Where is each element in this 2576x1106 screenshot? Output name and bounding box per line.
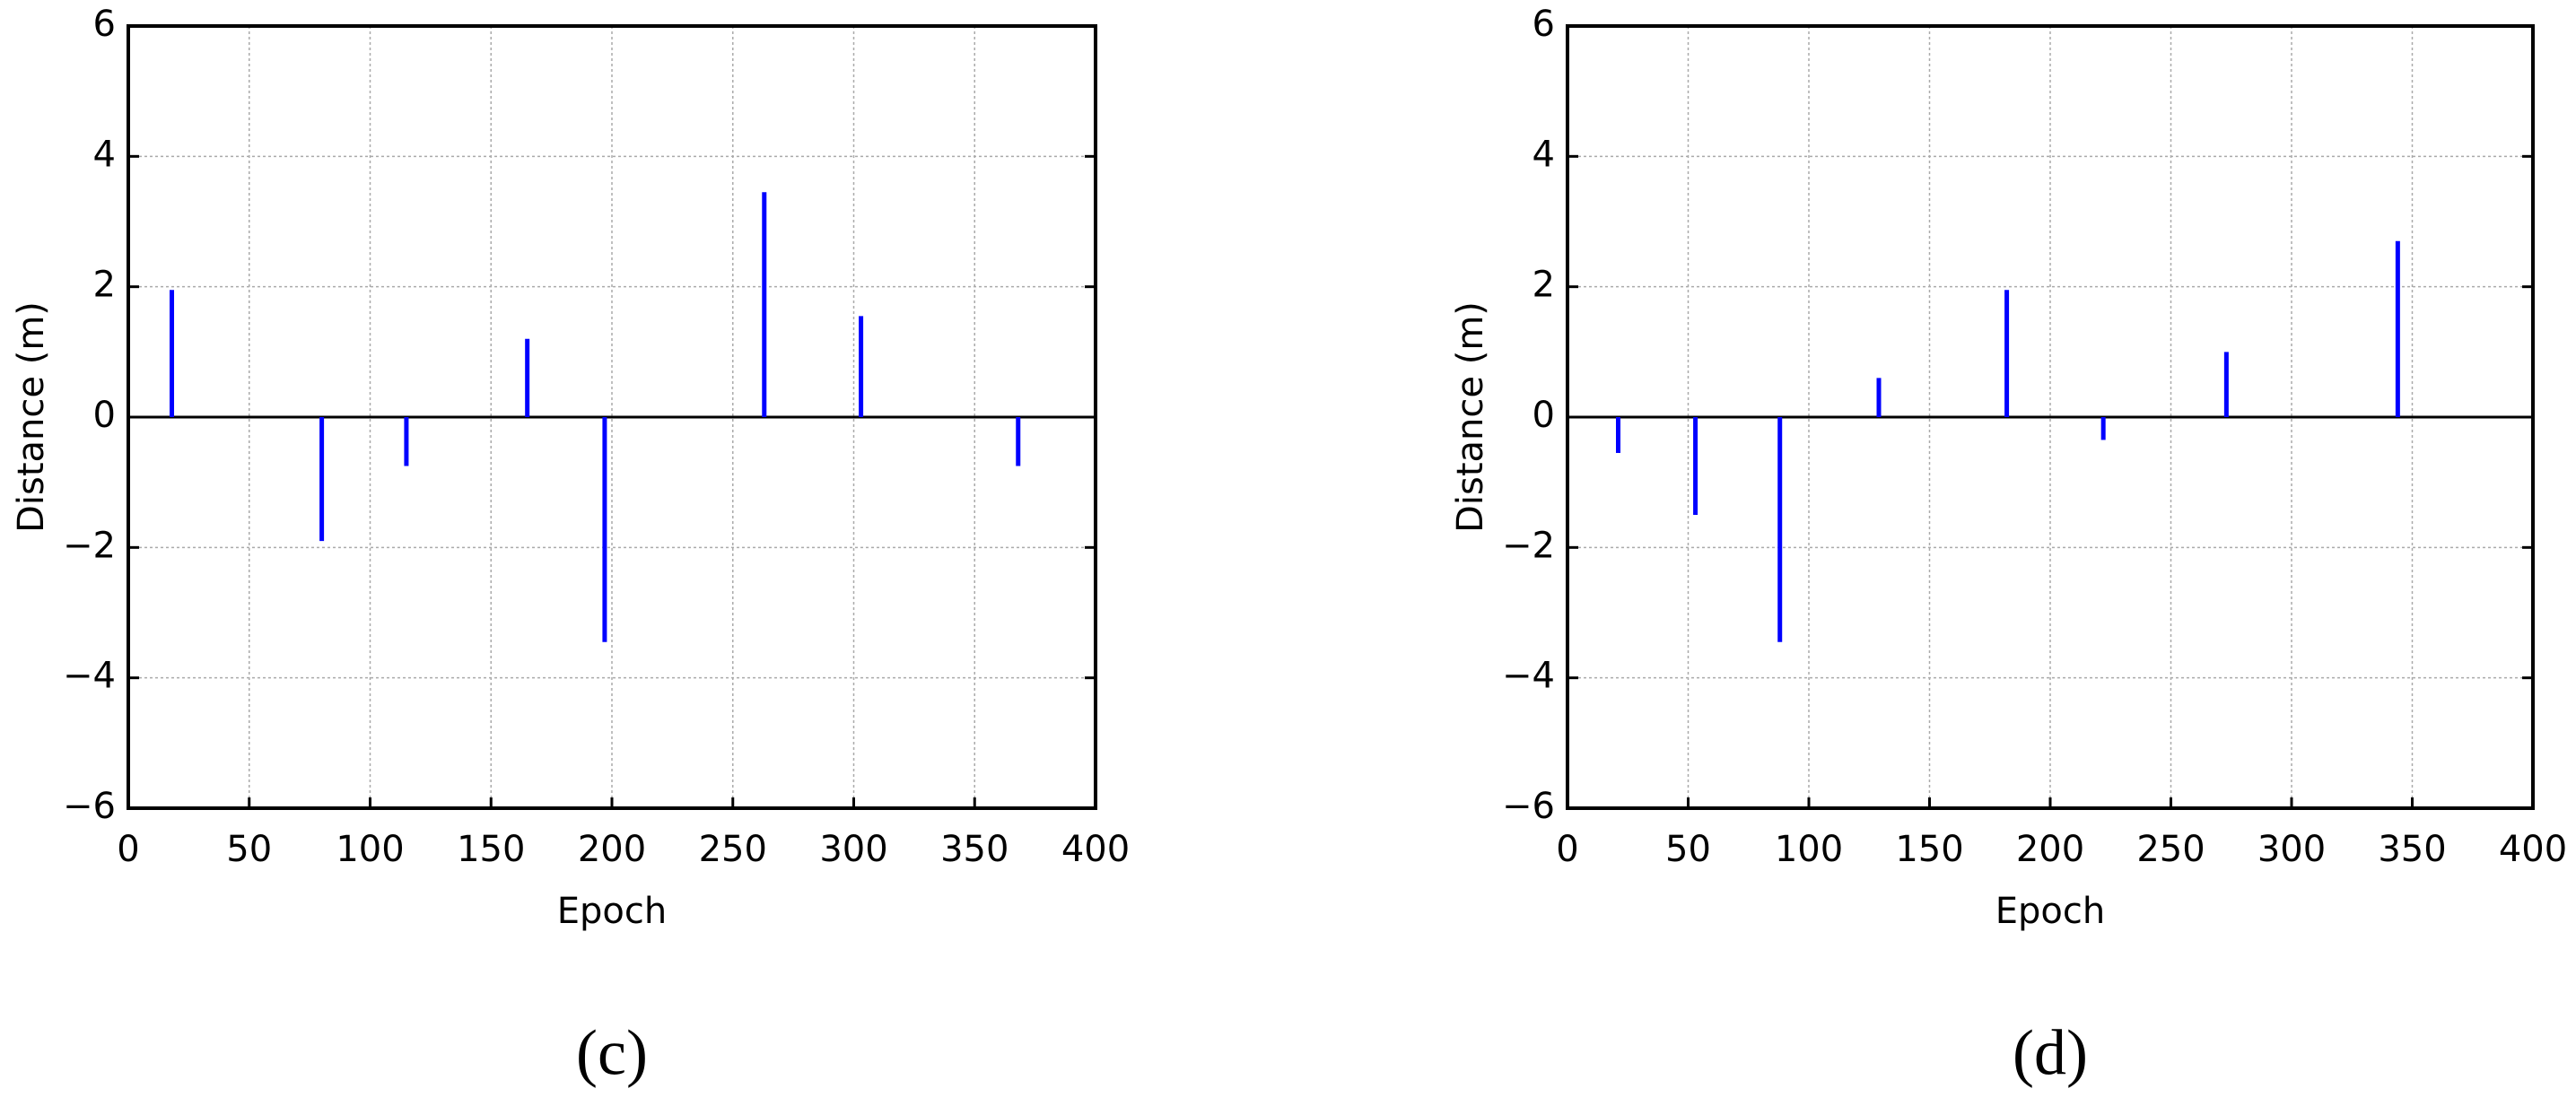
y-axis-label: Distance (m)	[11, 301, 52, 533]
y-tick-label: 0	[1533, 395, 1555, 436]
x-tick-label: 0	[1556, 829, 1578, 870]
caption: (d)	[2013, 1017, 2088, 1089]
plot-frame	[1566, 24, 2535, 810]
y-tick-label: 0	[93, 395, 116, 436]
x-tick-label: 100	[1775, 829, 1843, 870]
y-tick-label: 2	[1533, 265, 1555, 306]
x-tick-label: 250	[2136, 829, 2205, 870]
x-tick-label: 350	[940, 829, 1009, 870]
y-tick-label: −2	[63, 525, 116, 566]
x-tick-label: 150	[1895, 829, 1963, 870]
y-tick-label: −6	[63, 786, 116, 827]
y-tick-label: −4	[1502, 656, 1555, 697]
x-tick-label: 400	[1061, 829, 1130, 870]
y-tick-label: −4	[63, 656, 116, 697]
y-tick-label: 4	[1533, 134, 1555, 175]
x-tick-label: 50	[226, 829, 272, 870]
y-axis-label: Distance (m)	[1450, 301, 1491, 533]
y-tick-label: 4	[93, 134, 116, 175]
x-tick-label: 150	[457, 829, 525, 870]
x-axis-label: Epoch	[1995, 891, 2105, 932]
y-tick-label: 6	[1533, 4, 1555, 45]
x-tick-label: 200	[578, 829, 646, 870]
x-tick-label: 0	[117, 829, 139, 870]
y-tick-label: −6	[1502, 786, 1555, 827]
y-tick-label: 6	[93, 4, 116, 45]
x-tick-label: 300	[819, 829, 887, 870]
x-tick-label: 100	[336, 829, 404, 870]
x-axis-label: Epoch	[557, 891, 667, 932]
x-tick-label: 50	[1665, 829, 1711, 870]
caption: (c)	[576, 1017, 648, 1089]
x-tick-label: 200	[2016, 829, 2084, 870]
y-tick-label: −2	[1502, 525, 1555, 566]
plot-frame	[127, 24, 1097, 810]
y-tick-label: 2	[93, 265, 116, 306]
x-tick-label: 350	[2378, 829, 2446, 870]
x-tick-label: 400	[2499, 829, 2567, 870]
x-tick-label: 250	[699, 829, 767, 870]
x-tick-label: 300	[2257, 829, 2326, 870]
